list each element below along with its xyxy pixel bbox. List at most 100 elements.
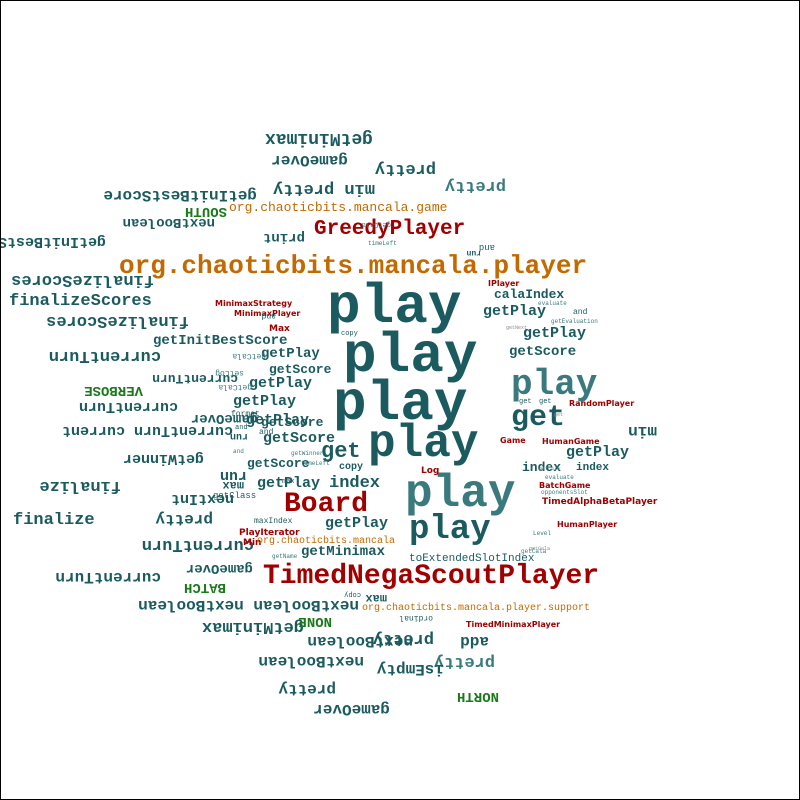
word-getinitbestsco: getInitBestSco: [1, 233, 106, 250]
word-getplay-5: getPlay: [233, 393, 297, 410]
word-print: print: [262, 229, 305, 245]
word-org-chaoticbits-mancala: org.chaoticbits.mancala: [257, 536, 396, 547]
word-getplay-1: getPlay: [483, 303, 547, 320]
word-getcala-7: timeLeft: [301, 460, 330, 467]
word-maxindex: maxIndex: [254, 517, 293, 526]
word-getscore-3: getScore: [261, 415, 324, 430]
word-evaluate: evaluate: [545, 474, 574, 481]
word-level: Level: [533, 530, 552, 537]
word-board: Board: [284, 489, 369, 520]
word-getminimax-mid: getMinimax: [301, 544, 386, 560]
word-getname: getName: [272, 553, 298, 560]
word-getplay-4: getPlay: [249, 375, 313, 392]
word-getcala-5: getEvaluation: [551, 318, 598, 325]
word-index-1: index: [329, 474, 381, 493]
word-getcala-8: getCala: [539, 466, 561, 472]
word-toextendedslotindex: toExtendedSlotIndex: [409, 553, 535, 565]
word-finalizescores-3: finalizeScores: [46, 311, 189, 330]
word-get-1: get: [511, 401, 566, 435]
word-getnext: getNext: [506, 325, 528, 331]
word-add: add: [460, 632, 489, 650]
word-getscore-5: getScore: [247, 456, 310, 471]
word-calaindex: calaIndex: [494, 287, 565, 302]
word-min-pretty: min pretty: [272, 179, 375, 198]
word-and-1: and: [478, 242, 495, 252]
word-play-5: play: [405, 468, 516, 520]
word-nextboolean-top: nextBoolean: [122, 214, 215, 230]
word-getplay-2: getPlay: [523, 325, 587, 342]
word-org-chaoticbits-mancala-player-support: org.chaoticbits.mancala.player.support: [362, 603, 591, 614]
word-currentturn-1: currentTurn: [48, 346, 161, 365]
word-org-chaoticbits-mancala-player: org.chaoticbits.mancala.player: [119, 251, 588, 281]
word-getcala-2: getCala: [232, 351, 266, 360]
word-pretty-mid: pretty: [155, 510, 213, 528]
word-index-3: index: [576, 462, 610, 474]
word-evaluate-2: evaluate: [538, 300, 567, 307]
word-and-4: and: [261, 311, 276, 320]
word-verbose: VERBOSE: [84, 382, 143, 398]
word-timeleft-1: timeLeft: [368, 240, 397, 247]
word-get-small1: get: [539, 398, 552, 406]
word-timedminimaxplayer: TimedMinimaxPlayer: [466, 620, 561, 629]
word-batchgame: BatchGame: [539, 481, 591, 490]
word-play-1: play: [327, 275, 462, 339]
word-getwinner-small: getWinner: [291, 450, 324, 457]
word-min-class: Min: [243, 538, 262, 548]
word-getcala-4: getCala: [361, 220, 391, 228]
word-greedyplayer: GreedyPlayer: [314, 218, 466, 241]
word-getclass: getClass: [213, 491, 257, 501]
word-nextboolean-pair: nextBoolean nextBoolean: [138, 596, 359, 614]
word-play-6: play: [409, 511, 491, 549]
word-game: Game: [500, 436, 526, 445]
word-get-2: get: [321, 439, 361, 464]
word-humangame: HumanGame: [542, 437, 600, 446]
word-getcala-6: getCala: [521, 548, 547, 555]
word-getscore-4: getScore: [263, 430, 336, 447]
word-north: NORTH: [456, 688, 499, 704]
word-setlog: setLog: [215, 368, 244, 377]
word-pretty-bottom: pretty: [278, 680, 336, 698]
word-copy-1: copy: [339, 462, 364, 473]
word-pretty-low1: pretty: [372, 629, 434, 648]
word-minimaxstrategy: MinimaxStrategy: [215, 299, 293, 308]
word-getplay-6: getPlay: [246, 412, 310, 429]
word-min: min: [628, 422, 657, 440]
word-and-2: and: [573, 308, 588, 317]
word-gameover-low: gameOver: [185, 560, 253, 576]
word-timednegascoutplayer: TimedNegaScoutPlayer: [263, 561, 600, 592]
word-getinitbestscore: getInitBestScore: [153, 333, 288, 349]
word-getplay-7: getPlay: [566, 444, 630, 461]
word-getscore-1: getScore: [509, 344, 577, 360]
word-gameover-top: gameOver: [271, 151, 348, 169]
word-org-chaoticbits-mancala-game: org.chaoticbits.mancala.game: [229, 200, 448, 215]
word-play-7: play: [511, 364, 598, 405]
word-copy-3: copy: [341, 330, 358, 338]
word-currentturn-3: currentTurn: [78, 398, 178, 415]
word-ordinal: ordinal: [399, 613, 433, 622]
word-get-small2: get: [519, 398, 532, 406]
word-currentturn-5: currentTurn: [55, 568, 161, 586]
word-getminimax-top: getMinimax: [264, 128, 373, 148]
word-currentturn-4: currentTurn: [141, 535, 254, 554]
word-play-2: play: [343, 324, 478, 388]
word-timeleft-2: and: [233, 448, 244, 455]
word-opponentsslot: opponentsSlot: [541, 489, 588, 496]
word-getplay-3: getPlay: [261, 346, 320, 362]
word-getplay-8: getPlay: [257, 475, 321, 492]
word-getminimax-low: getMinimax: [201, 617, 304, 636]
word-and-3: and: [259, 428, 274, 437]
word-finalizescores-2: finalizeScores: [9, 292, 152, 311]
word-nextboolean-low2: nextBoolean: [258, 652, 364, 670]
word-max-small: max: [282, 478, 295, 486]
word-max: Max: [269, 324, 290, 334]
word-getevaluation: get: [554, 412, 564, 418]
word-batch: BATCH: [183, 579, 226, 595]
word-iplayer: IPlayer: [488, 279, 520, 288]
word-humanplayer: HumanPlayer: [557, 520, 618, 529]
word-minimaxplayer: MinimaxPlayer: [234, 309, 301, 318]
word-getscore-2: getScore: [269, 362, 332, 377]
word-index-2: index: [522, 460, 562, 475]
word-play-3: play: [333, 372, 468, 436]
word-getcala-9: getCala: [529, 546, 551, 552]
